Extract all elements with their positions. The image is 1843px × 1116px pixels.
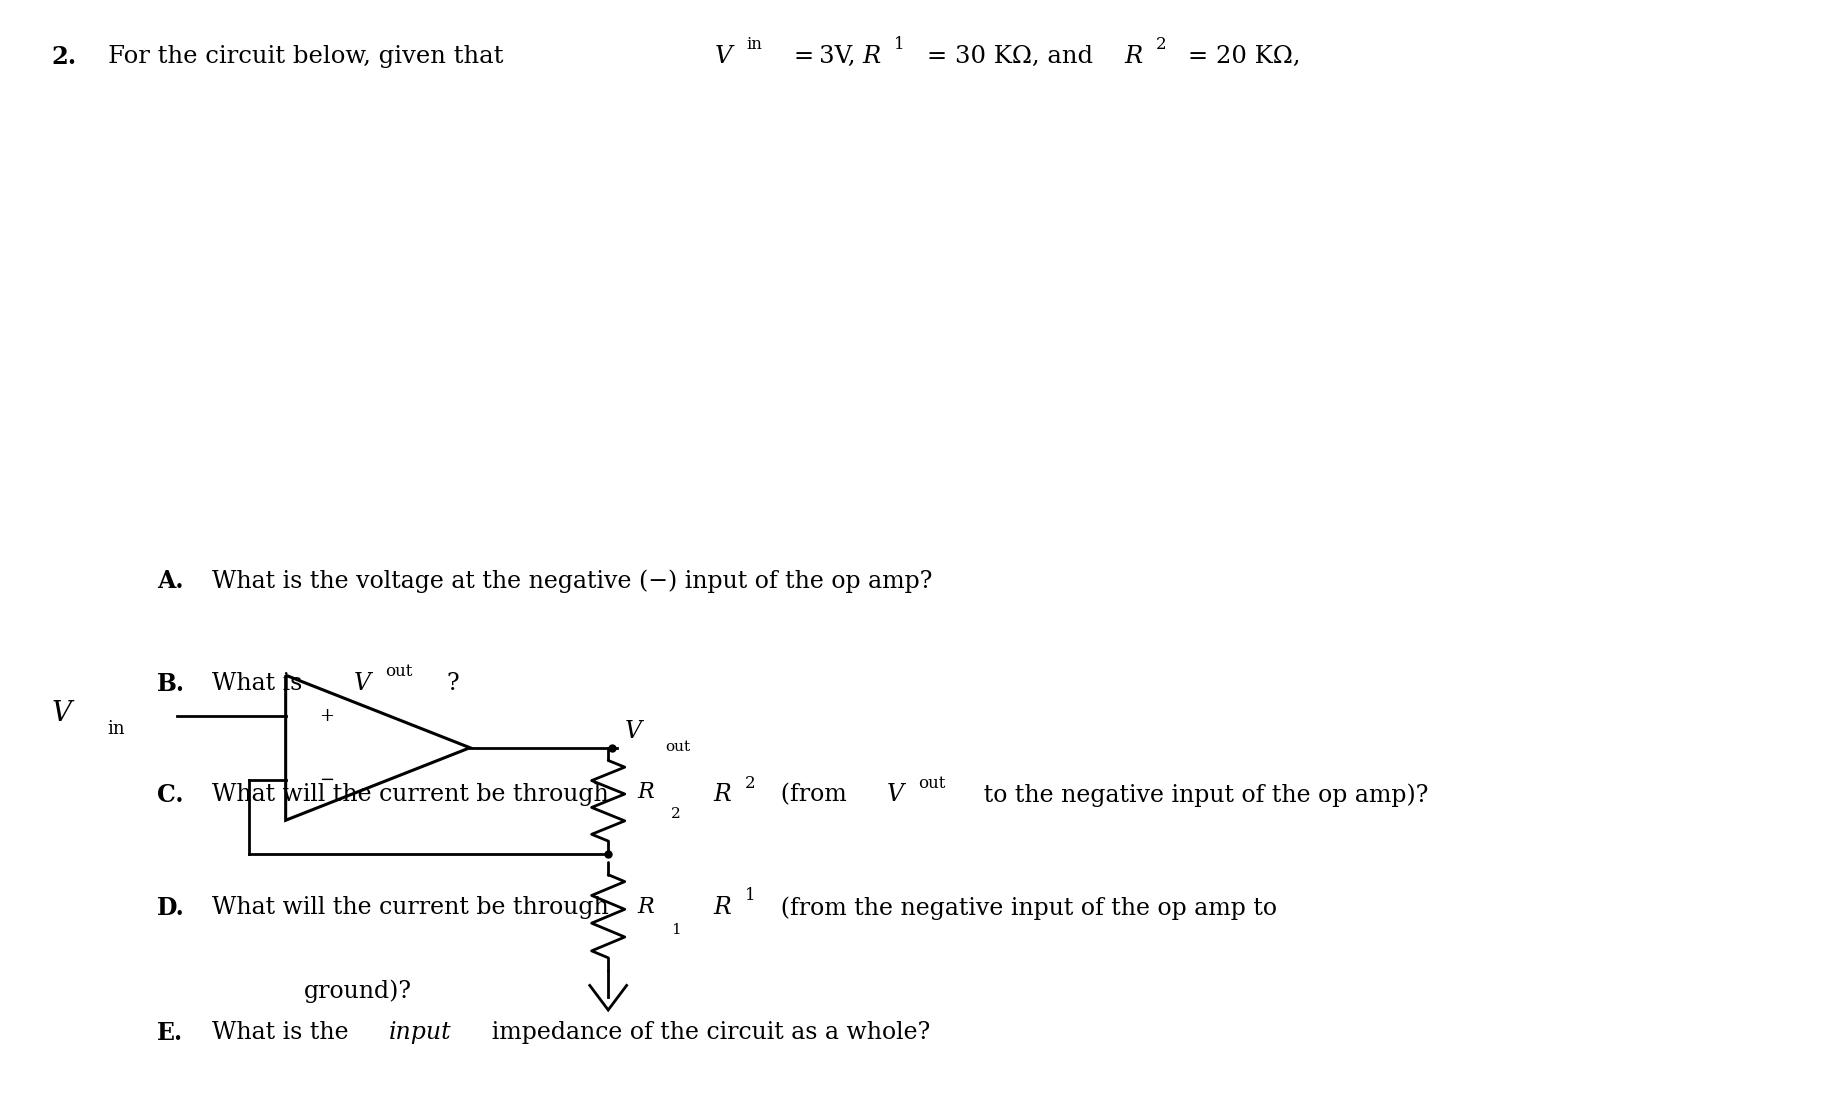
Text: What is the: What is the bbox=[212, 1021, 361, 1045]
Text: (from: (from bbox=[776, 783, 859, 807]
Text: R: R bbox=[713, 783, 732, 807]
Text: For the circuit below, given that: For the circuit below, given that bbox=[96, 45, 516, 68]
Text: R: R bbox=[638, 781, 654, 802]
Text: impedance of the circuit as a whole?: impedance of the circuit as a whole? bbox=[487, 1021, 931, 1045]
Text: 2: 2 bbox=[671, 807, 680, 821]
Text: E.: E. bbox=[157, 1021, 182, 1046]
Text: = 20 KΩ,: = 20 KΩ, bbox=[1183, 45, 1301, 68]
Text: B.: B. bbox=[157, 672, 184, 696]
Text: ground)?: ground)? bbox=[304, 980, 413, 1003]
Text: 2.: 2. bbox=[52, 45, 77, 69]
Text: 1: 1 bbox=[671, 923, 680, 936]
Text: +: + bbox=[319, 706, 334, 724]
Text: = 3V,: = 3V, bbox=[789, 45, 868, 68]
Text: V: V bbox=[886, 783, 903, 807]
Text: A.: A. bbox=[157, 569, 182, 594]
Text: R: R bbox=[713, 896, 732, 920]
Text: (from the negative input of the op amp to: (from the negative input of the op amp t… bbox=[776, 896, 1277, 920]
Text: to the negative input of the op amp)?: to the negative input of the op amp)? bbox=[979, 783, 1428, 807]
Text: What will the current be through: What will the current be through bbox=[212, 783, 621, 807]
Text: in: in bbox=[107, 720, 125, 738]
Text: What is: What is bbox=[212, 672, 313, 695]
Text: V: V bbox=[52, 700, 72, 727]
Text: V: V bbox=[625, 720, 641, 743]
Text: out: out bbox=[385, 663, 413, 680]
Text: What is the voltage at the negative (−) input of the op amp?: What is the voltage at the negative (−) … bbox=[212, 569, 933, 593]
Text: input: input bbox=[389, 1021, 452, 1045]
Text: 2: 2 bbox=[1156, 36, 1167, 52]
Text: V: V bbox=[715, 45, 732, 68]
Text: R: R bbox=[863, 45, 881, 68]
Text: out: out bbox=[918, 775, 945, 791]
Text: in: in bbox=[746, 36, 763, 52]
Text: 1: 1 bbox=[894, 36, 905, 52]
Text: R: R bbox=[638, 896, 654, 918]
Text: R: R bbox=[1124, 45, 1143, 68]
Text: What will the current be through: What will the current be through bbox=[212, 896, 621, 920]
Text: ?: ? bbox=[446, 672, 459, 695]
Text: out: out bbox=[665, 740, 691, 754]
Text: V: V bbox=[354, 672, 370, 695]
Text: 2: 2 bbox=[745, 775, 756, 791]
Text: C.: C. bbox=[157, 783, 182, 808]
Text: = 30 KΩ, and: = 30 KΩ, and bbox=[922, 45, 1104, 68]
Text: 1: 1 bbox=[745, 887, 756, 904]
Text: −: − bbox=[319, 771, 334, 789]
Text: D.: D. bbox=[157, 896, 184, 921]
